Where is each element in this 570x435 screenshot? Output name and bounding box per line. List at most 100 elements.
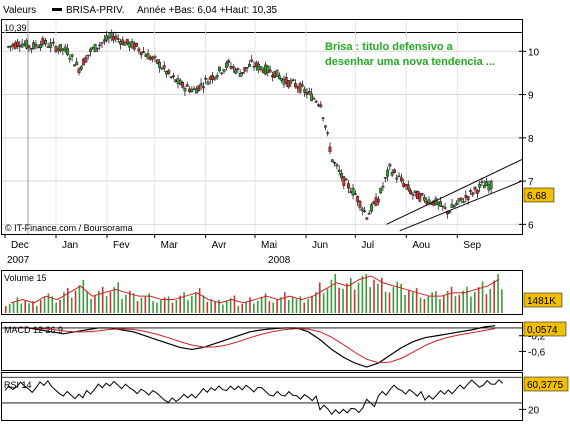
volume-label: Volume 15	[4, 273, 47, 283]
volume-bar	[392, 286, 395, 313]
volume-bar	[249, 297, 251, 313]
volume-bar	[423, 298, 426, 313]
candle-body	[250, 59, 254, 62]
candle-body	[482, 185, 486, 189]
volume-bar	[466, 286, 468, 313]
candle-body	[379, 188, 383, 194]
candle-body	[132, 42, 136, 50]
last-price-bg	[523, 187, 555, 203]
candle-body	[181, 82, 185, 88]
volume-bar	[299, 296, 302, 313]
candle-body	[264, 64, 267, 75]
volume-value: 1481K	[527, 296, 556, 307]
candle-body	[393, 169, 396, 173]
volume-bar	[295, 299, 298, 313]
candle-body	[439, 201, 442, 207]
candle-body	[406, 184, 410, 190]
candle-body	[167, 70, 171, 74]
candle-body	[66, 48, 69, 56]
macd-value-bg	[523, 321, 567, 337]
candle-body	[148, 56, 152, 60]
volume-bar	[334, 274, 337, 313]
candle-body	[178, 80, 182, 85]
candle-body	[353, 193, 357, 195]
volume-bar	[74, 290, 77, 313]
date-axis: Dec Jan Fev Mar Avr Mai Jun Jul Aou Sep 2007 2008	[4, 234, 482, 266]
candle-body	[300, 84, 304, 87]
volume-bar	[365, 274, 368, 313]
volume-bar	[454, 296, 457, 313]
candle-body	[413, 190, 417, 193]
candle-body	[208, 76, 212, 80]
volume-bar	[229, 298, 232, 313]
candle-body	[135, 43, 138, 47]
volume-bar	[322, 293, 325, 313]
volume-bar	[5, 305, 7, 313]
candle-body	[252, 66, 256, 68]
candle-body	[215, 75, 219, 78]
volume-bar	[167, 296, 170, 313]
rsi-tick-label: 20	[528, 405, 540, 416]
candle-body	[471, 192, 475, 196]
candle-body	[142, 51, 145, 53]
candle-body	[23, 43, 26, 46]
candle-body	[367, 213, 371, 215]
volume-bar	[148, 293, 151, 313]
candle-body	[248, 63, 251, 67]
candle-body	[360, 208, 364, 211]
volume-bar	[473, 291, 476, 313]
candle-body	[478, 183, 482, 188]
volume-bar	[462, 290, 464, 313]
candle-body	[146, 53, 150, 60]
candle-body	[335, 164, 339, 167]
candle-body	[16, 41, 19, 47]
volume-bar	[373, 279, 375, 313]
candle-body	[347, 183, 350, 189]
candle-body	[27, 45, 31, 48]
annotation-line1: Brisa : titulo defensivo a	[325, 41, 454, 53]
candle-body	[409, 190, 412, 195]
volume-bar	[485, 294, 488, 313]
volume-bar	[55, 302, 57, 313]
volume-bar	[342, 288, 344, 313]
candle-body	[307, 91, 311, 93]
year-label: 2008	[268, 255, 291, 266]
volume-bar	[156, 302, 158, 313]
volume-bar	[291, 296, 294, 313]
volume-bar	[113, 287, 116, 313]
month-label: Jun	[312, 240, 328, 251]
last-price-value: 6,68	[527, 191, 547, 202]
candle-body	[158, 61, 162, 68]
candle-body	[418, 193, 422, 202]
volume-bar	[16, 297, 19, 313]
candle-body	[328, 146, 332, 152]
candle-body	[416, 191, 419, 200]
candle-body	[459, 197, 463, 201]
candle-body	[436, 202, 440, 205]
candle-body	[218, 66, 221, 72]
candle-body	[381, 185, 385, 188]
candle-body	[160, 68, 164, 70]
volume-bar	[369, 287, 371, 313]
candle-body	[128, 42, 132, 48]
candle-body	[340, 172, 343, 178]
candle-body	[363, 210, 366, 213]
volume-bar	[98, 290, 100, 313]
candle-body	[82, 58, 86, 66]
candle-body	[489, 180, 493, 189]
candle-body	[197, 85, 201, 91]
price-tick-label: 10	[528, 47, 540, 58]
volume-bar	[152, 301, 154, 313]
candle-body	[254, 62, 258, 68]
candle-body	[390, 171, 394, 176]
volume-bar	[470, 296, 472, 313]
volume-bar	[419, 297, 422, 313]
month-label: Dec	[11, 240, 29, 251]
volume-bar	[43, 296, 46, 313]
candle-body	[153, 56, 157, 58]
candle-body	[294, 83, 297, 88]
volume-bar	[276, 299, 278, 313]
candle-body	[201, 86, 205, 89]
candle-body	[59, 44, 62, 52]
volume-bar	[210, 299, 213, 313]
